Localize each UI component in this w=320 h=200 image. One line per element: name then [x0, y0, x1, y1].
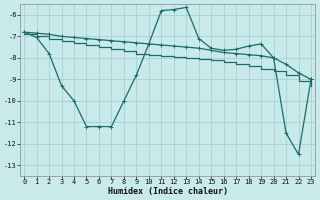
X-axis label: Humidex (Indice chaleur): Humidex (Indice chaleur) — [108, 187, 228, 196]
